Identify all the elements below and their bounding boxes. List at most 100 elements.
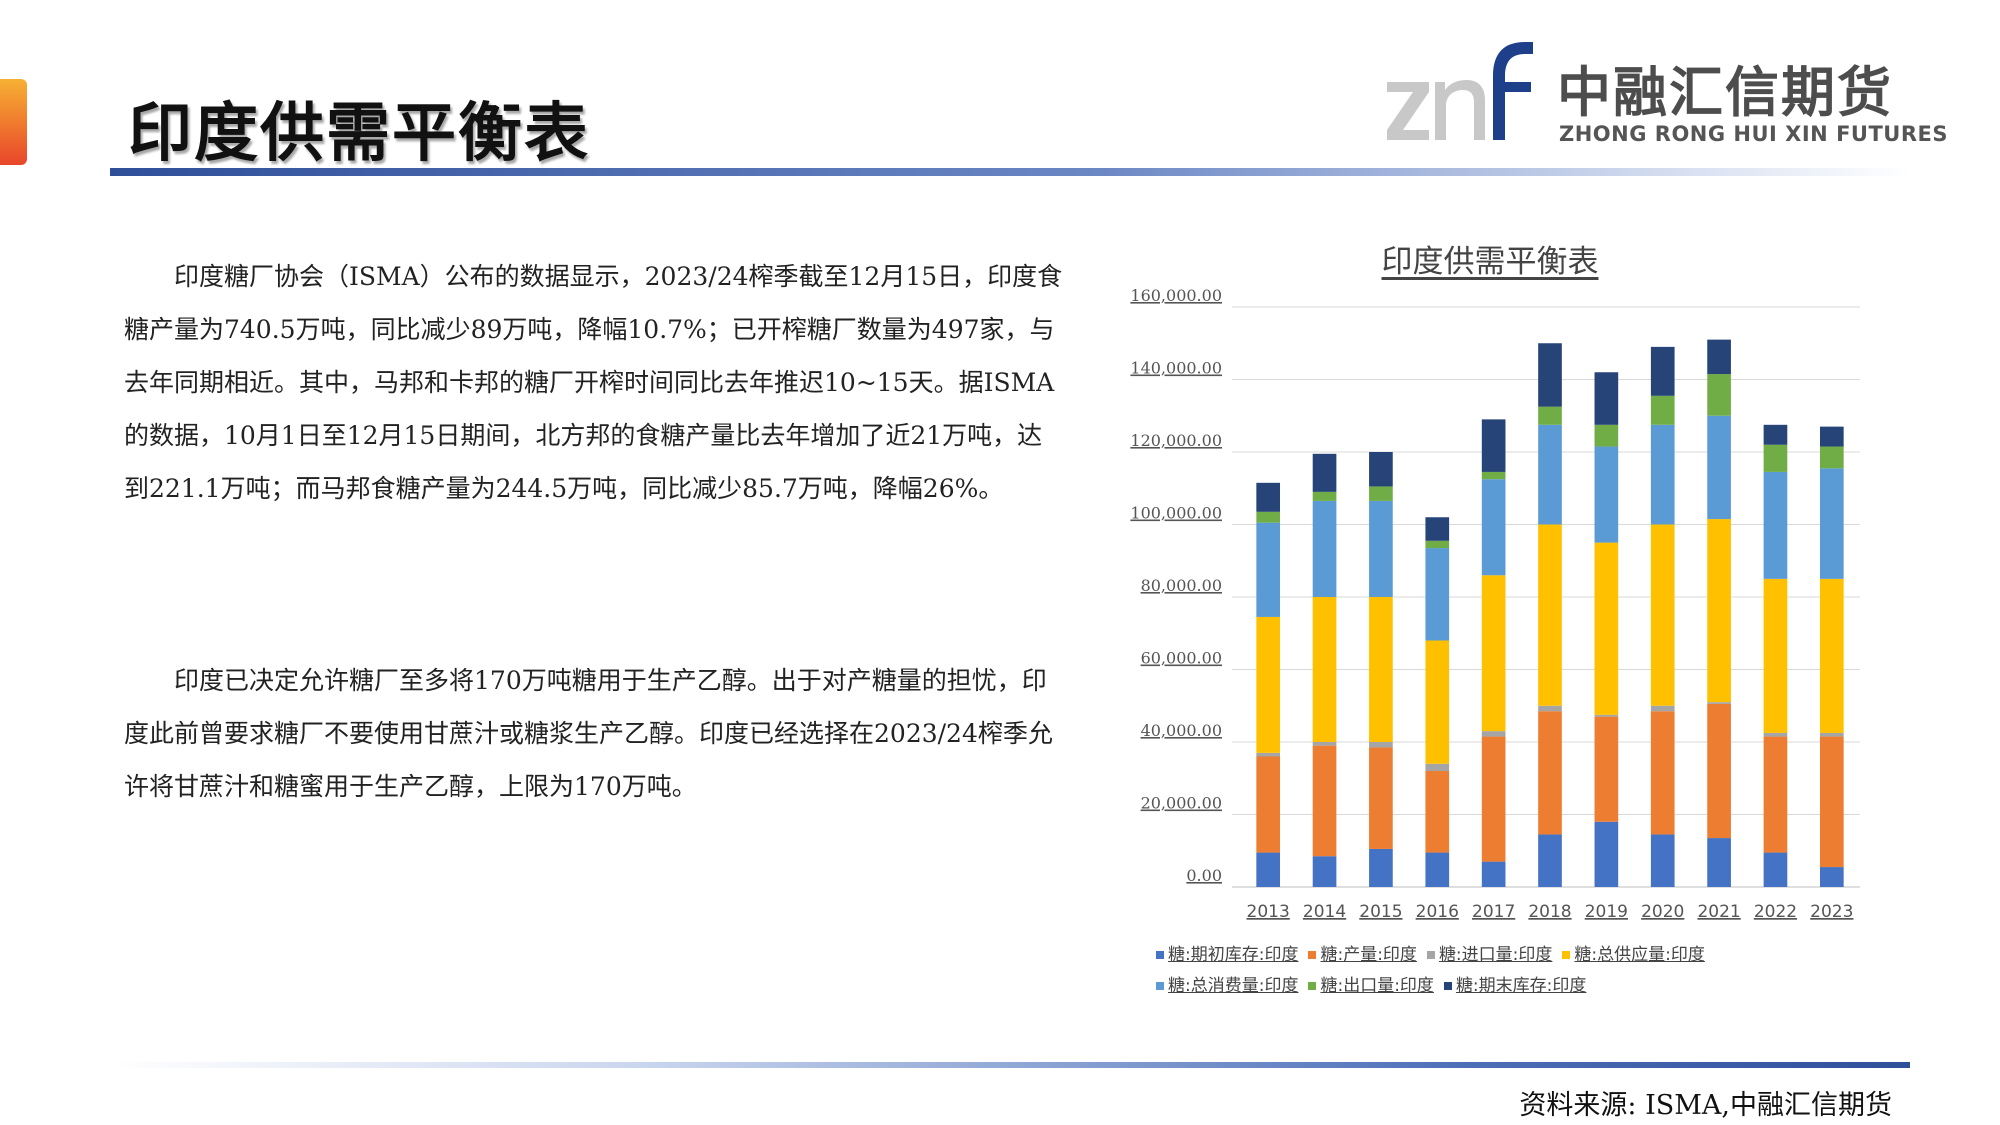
bar-segment <box>1594 821 1619 887</box>
bar-segment <box>1763 852 1788 887</box>
x-tick-label: 2015 <box>1359 902 1402 922</box>
x-tick-label: 2014 <box>1303 902 1346 922</box>
bar-segment <box>1312 491 1337 501</box>
bar-segment <box>1763 732 1788 737</box>
bar-segment <box>1707 415 1731 520</box>
bar-segment <box>1594 446 1619 543</box>
bar-segment <box>1650 711 1675 835</box>
footer-divider <box>110 1062 1910 1068</box>
y-tick-label: 0.00 <box>1186 866 1222 885</box>
bar-segment <box>1481 861 1506 887</box>
x-tick-label: 2017 <box>1472 902 1515 922</box>
legend-item: 糖:出口量:印度 <box>1308 971 1434 996</box>
x-tick-label: 2018 <box>1528 902 1571 922</box>
bar-segment <box>1256 522 1281 617</box>
x-tick-label: 2023 <box>1810 902 1853 922</box>
y-tick-label: 20,000.00 <box>1141 794 1222 813</box>
bar-segment <box>1538 834 1562 887</box>
stacked-bar-chart: 0.00 20,000.00 40,000.00 60,000.00 80,000.00… <box>1130 286 1860 922</box>
bar-segment <box>1481 471 1506 480</box>
legend-swatch <box>1426 951 1435 959</box>
header-divider <box>110 168 1910 176</box>
bar-segment <box>1819 446 1844 469</box>
chart-title: 印度供需平衡表 <box>1381 244 1599 280</box>
bar-segment <box>1819 732 1844 737</box>
y-tick-label: 120,000.00 <box>1130 431 1222 450</box>
logo-chinese-name: 中融汇信期货 <box>1557 61 1893 124</box>
bar-segment <box>1256 616 1281 753</box>
bar-segment <box>1312 597 1337 742</box>
legend-item: 糖:期末库存:印度 <box>1443 971 1587 996</box>
legend-label: 糖:出口量:印度 <box>1320 976 1434 996</box>
source-note: 资料来源: ISMA,中融汇信期货 <box>1519 1090 1892 1121</box>
bar-segment <box>1707 838 1731 887</box>
bar-segment <box>1481 479 1506 576</box>
bar-segment <box>1425 548 1450 641</box>
accent-tab <box>0 79 27 165</box>
bar-segment <box>1369 500 1393 597</box>
bar-segment <box>1650 395 1675 425</box>
bar-segment <box>1819 468 1844 579</box>
bar-segment <box>1707 702 1731 704</box>
bar-segment <box>1256 511 1281 523</box>
legend-label: 糖:总供应量:印度 <box>1574 945 1705 965</box>
x-tick-label: 2013 <box>1247 902 1290 922</box>
bar-segment <box>1369 848 1393 887</box>
bar-segment <box>1594 372 1619 425</box>
bar-segment <box>1763 424 1788 445</box>
bar-segment <box>1312 742 1337 746</box>
bar-segment <box>1650 524 1675 706</box>
bar-segment <box>1425 763 1450 771</box>
bar-segment <box>1819 578 1844 733</box>
x-tick-label: 2021 <box>1697 902 1740 922</box>
bar-segment <box>1538 524 1562 706</box>
legend-row: 糖:总消费量:印度 糖:出口量:印度 糖:期末库存:印度 <box>1156 971 1876 1002</box>
bar-segment <box>1425 540 1450 549</box>
bar-segment <box>1594 424 1619 447</box>
bar-segment <box>1594 542 1619 715</box>
x-tick-label: 2022 <box>1754 902 1797 922</box>
company-logo: 中融汇信期货 ZHONG RONG HUI XIN FUTURES <box>1385 38 1947 150</box>
bar-segment <box>1763 444 1788 472</box>
legend-label: 糖:进口量:印度 <box>1438 945 1553 965</box>
bar-segment <box>1369 747 1393 849</box>
bar-segment <box>1538 711 1562 835</box>
bar-segment <box>1312 453 1337 492</box>
legend-row: 糖:期初库存:印度 糖:产量:印度 糖:进口量:印度 糖:总供应量:印度 <box>1156 940 1876 971</box>
bar-segment <box>1369 452 1393 487</box>
legend-label: 糖:期初库存:印度 <box>1168 945 1299 965</box>
bar-segment <box>1312 745 1337 857</box>
bar-segment <box>1819 867 1844 887</box>
legend-swatch <box>1156 982 1164 990</box>
bar-segment <box>1707 519 1731 703</box>
bar-segment <box>1481 736 1506 862</box>
bar-segment <box>1481 575 1506 732</box>
bar-segment <box>1538 424 1562 525</box>
legend-item: 糖:总消费量:印度 <box>1156 971 1298 996</box>
bar-segment <box>1425 640 1450 764</box>
bar-segment <box>1819 736 1844 868</box>
bar-segment <box>1763 578 1788 733</box>
bar-segment <box>1312 500 1337 597</box>
paragraph-text: 印度糖厂协会（ISMA）公布的数据显示，2023/24榨季截至12月15日，印度… <box>124 262 1063 503</box>
znf-logo-mark <box>1387 42 1533 140</box>
bar-segment <box>1707 339 1731 375</box>
chart-legend: 糖:期初库存:印度 糖:产量:印度 糖:进口量:印度 糖:总供应量:印度 糖:总消费量… <box>1156 940 1876 1002</box>
bar-segment <box>1425 852 1450 887</box>
bar-segment <box>1425 771 1450 853</box>
bar-segment <box>1650 424 1675 525</box>
legend-item: 糖:产量:印度 <box>1308 940 1417 965</box>
y-tick-label: 160,000.00 <box>1130 286 1222 305</box>
legend-label: 糖:产量:印度 <box>1320 945 1417 965</box>
bar-segment <box>1594 714 1619 717</box>
legend-label: 糖:期末库存:印度 <box>1455 976 1587 996</box>
bar-segment <box>1650 346 1675 396</box>
bar-segment <box>1481 731 1506 737</box>
bar-segment <box>1312 856 1337 887</box>
y-tick-label: 40,000.00 <box>1141 721 1222 740</box>
legend-swatch <box>1156 951 1164 959</box>
legend-swatch <box>1562 951 1571 959</box>
page-title: 印度供需平衡表 <box>128 97 590 171</box>
bar-segment <box>1369 742 1393 748</box>
legend-item: 糖:期初库存:印度 <box>1156 940 1298 965</box>
